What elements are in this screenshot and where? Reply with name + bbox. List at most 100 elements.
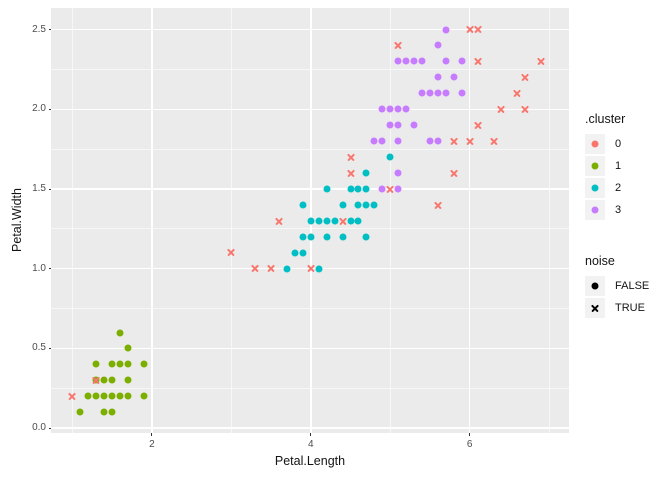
data-point: [116, 360, 124, 368]
dot-marker-icon: [591, 282, 599, 290]
data-point: [362, 169, 370, 177]
x-marker-icon: [591, 304, 600, 313]
y-axis-title: Petal.Width: [10, 188, 24, 252]
y-tick-label: 0.0: [32, 422, 46, 434]
data-point: [434, 89, 442, 97]
x-tick-mark: [469, 433, 471, 436]
data-point: [362, 233, 370, 241]
x-tick-mark: [310, 433, 312, 436]
data-point: [100, 392, 108, 400]
y-tick-label: 0.5: [32, 342, 46, 354]
data-point: [347, 217, 355, 225]
data-point: [140, 360, 148, 368]
gridline-minor-vertical: [548, 8, 550, 433]
gridline-minor-horizontal: [51, 308, 569, 310]
y-tick-mark: [48, 29, 51, 31]
data-point: [299, 233, 307, 241]
y-tick-mark: [48, 427, 51, 429]
legend-noise-item-TRUE: TRUE: [585, 298, 672, 318]
data-point: [124, 344, 132, 352]
data-point: [331, 217, 339, 225]
dot-marker-icon: [591, 206, 599, 214]
legend-noise-label: FALSE: [615, 280, 650, 292]
gridline-minor-horizontal: [51, 148, 569, 150]
data-point: [267, 264, 276, 273]
data-point: [338, 216, 347, 225]
x-axis-title: Petal.Length: [274, 454, 346, 468]
legend-cluster-label: 2: [615, 182, 622, 194]
x-tick-label: 4: [308, 439, 314, 450]
gridline-major-horizontal: [51, 427, 569, 429]
data-point: [473, 121, 482, 130]
data-point: [100, 376, 108, 384]
data-point: [394, 105, 402, 113]
data-point: [339, 201, 347, 209]
legend-cluster-title: .cluster: [585, 112, 626, 126]
data-point: [323, 185, 331, 193]
data-point: [378, 137, 386, 145]
gridline-minor-horizontal: [51, 228, 569, 230]
y-tick-mark: [48, 347, 51, 349]
data-point: [521, 73, 530, 82]
data-point: [299, 249, 307, 257]
data-point: [473, 57, 482, 66]
data-point: [291, 249, 299, 257]
data-point: [116, 392, 124, 400]
legend-cluster-item-2: 2: [585, 178, 672, 198]
legend-cluster-key-3: [585, 200, 605, 220]
legend-noise-block: noise FALSE TRUE: [585, 254, 672, 318]
data-point: [394, 57, 402, 65]
data-point: [362, 201, 370, 209]
data-point: [378, 105, 386, 113]
y-tick-mark: [48, 108, 51, 110]
data-point: [521, 105, 530, 114]
data-point: [410, 121, 418, 129]
data-point: [394, 41, 403, 50]
legend-cluster-key-1: [585, 156, 605, 176]
data-point: [434, 73, 442, 81]
data-point: [251, 264, 260, 273]
data-point: [315, 217, 323, 225]
legend-cluster-block: .cluster 0 1 2 3: [585, 112, 672, 220]
dot-marker-icon: [591, 140, 599, 148]
data-point: [370, 137, 378, 145]
data-point: [68, 392, 77, 401]
data-point: [315, 265, 323, 273]
legend-noise-title: noise: [585, 254, 615, 268]
data-point: [458, 89, 466, 97]
data-point: [442, 89, 450, 97]
data-point: [410, 57, 418, 65]
data-point: [339, 233, 347, 241]
gridline-minor-vertical: [71, 8, 73, 433]
data-point: [394, 185, 402, 193]
data-point: [386, 121, 394, 129]
data-point: [449, 169, 458, 178]
data-point: [442, 57, 450, 65]
data-point: [108, 408, 116, 416]
data-point: [323, 233, 331, 241]
x-tick-label: 6: [466, 439, 473, 450]
y-tick-label: 1.5: [32, 183, 46, 194]
legend-cluster-key-0: [585, 134, 605, 154]
data-point: [283, 265, 291, 273]
gridline-major-horizontal: [51, 28, 569, 31]
dot-marker-icon: [591, 184, 599, 192]
data-point: [354, 185, 362, 193]
legend-noise-items: FALSE TRUE: [585, 276, 672, 318]
data-point: [449, 137, 458, 146]
data-point: [434, 41, 442, 49]
data-point: [354, 201, 362, 209]
data-point: [124, 392, 132, 400]
data-point: [394, 169, 402, 177]
data-point: [124, 360, 132, 368]
data-point: [108, 360, 116, 368]
data-point: [402, 57, 410, 65]
data-point: [433, 200, 442, 209]
data-point: [362, 185, 370, 193]
data-point: [346, 169, 355, 178]
data-point: [84, 392, 92, 400]
legend-cluster-label: 0: [615, 138, 622, 150]
data-point: [394, 137, 402, 145]
data-point: [92, 376, 101, 385]
gridline-minor-vertical: [389, 8, 391, 433]
